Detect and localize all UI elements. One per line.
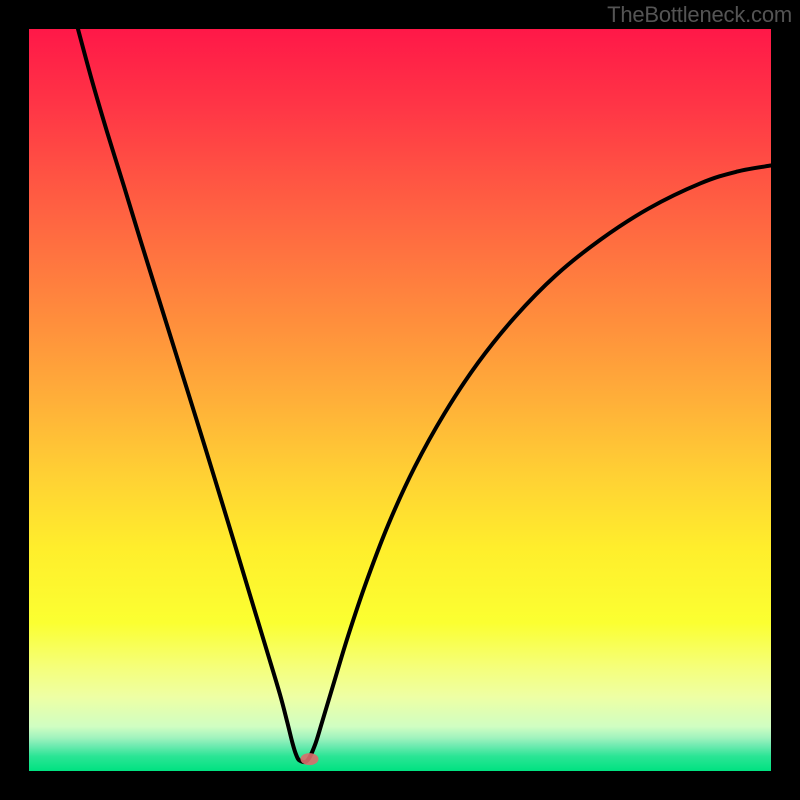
plot-area — [29, 29, 771, 771]
bottleneck-curve-chart — [29, 29, 771, 771]
attribution-text: TheBottleneck.com — [607, 2, 792, 28]
optimal-point-marker — [300, 753, 318, 765]
gradient-background — [29, 29, 771, 771]
chart-outer: TheBottleneck.com — [0, 0, 800, 800]
